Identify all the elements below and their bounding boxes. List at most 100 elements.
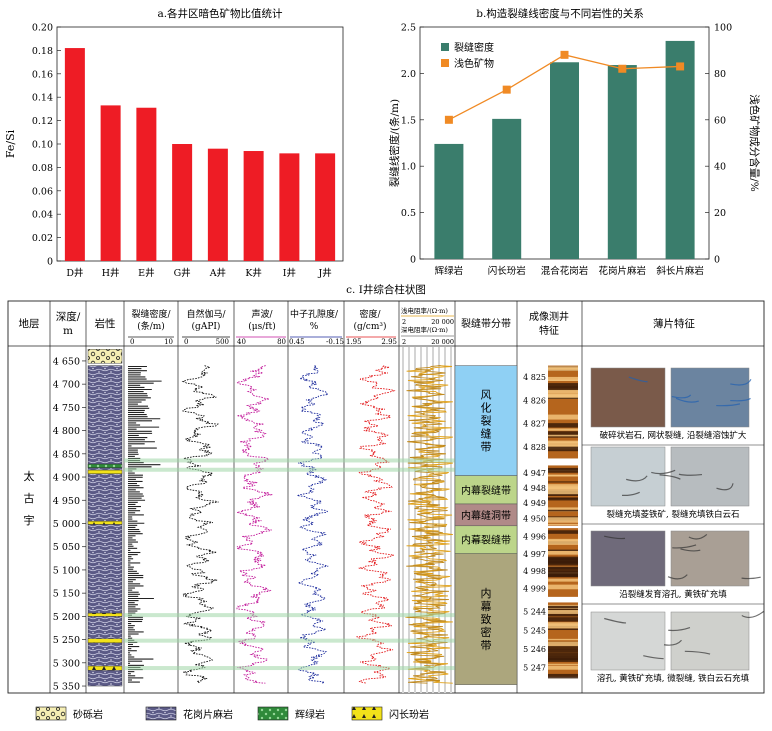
thin-section-photo: [590, 530, 666, 587]
thin-section-fracture: [688, 533, 708, 540]
scale-ac-min: 40: [237, 338, 246, 346]
image-log-stripe: [548, 467, 578, 470]
lithology-interval: [87, 638, 123, 644]
chart-a-ytick-label: 0.08: [32, 163, 53, 174]
thin-section-caption: 裂缝充填菱铁矿, 裂缝充填铁白云石: [607, 509, 740, 520]
header-gr-2: (gAPI): [192, 321, 221, 332]
header-thin-section: 薄片特征: [653, 317, 695, 330]
chart-a-xtick-label: A井: [209, 267, 226, 279]
chart-b-y-axis: 0 0.5 1.0 1.5 2.0 2.5: [401, 23, 424, 266]
scale-cnl-max: -0.15: [326, 338, 344, 346]
chart-b-ylabel: 裂缝线密度/(条/m): [388, 99, 401, 187]
chart-a-ytick-label: 0.04: [32, 210, 53, 221]
zone-block: [454, 553, 518, 685]
thin-section-fracture: [659, 474, 681, 480]
thin-section-caption: 溶孔, 黄铁矿充填, 微裂缝, 铁白云石充填: [597, 673, 750, 684]
chart-a-ylabel: Fe/Si: [4, 129, 17, 158]
chart-a-bar: [172, 144, 193, 261]
zone-label-char: 化: [481, 401, 492, 415]
legend-label-light-minerals: 浅色矿物: [454, 57, 494, 70]
image-log-depth-label: 4 998: [523, 567, 546, 576]
chart-a-frame: [56, 26, 344, 262]
legend-swatch-lamprophyre: [351, 706, 383, 721]
chart-b-xtick-label: 混合花岗岩: [541, 265, 589, 277]
zone-label-char: 幕: [481, 599, 492, 613]
depth-tick-label: 5 150: [53, 589, 80, 600]
depth-tick-label: 4 850: [53, 449, 80, 460]
track-scales: 0 10 0 500 40 80 0.45 -0.15 1.95 2.95 2 …: [128, 315, 454, 346]
image-log-stripe: [548, 605, 578, 609]
image-log-stripe: [548, 517, 578, 522]
image-log-depth-label: 4 948: [523, 484, 546, 493]
den-curve: [356, 365, 396, 684]
thin-section-fracture: [671, 394, 692, 399]
image-log-stripe: [548, 550, 578, 555]
chart-b-y2tick-label: 0: [714, 255, 720, 266]
zone-label-char: 风: [481, 389, 492, 402]
header-den-1: 密度/: [359, 308, 381, 320]
image-log-depth-label: 4 826: [523, 396, 546, 405]
chart-b-ytick-label: 2.5: [401, 23, 416, 34]
zone-label-char: 带: [481, 441, 492, 454]
thin-section-photo: [670, 611, 750, 671]
zone-block: [454, 525, 518, 554]
chart-a-xtick-label: I井: [283, 267, 296, 279]
highlight-band: [124, 458, 455, 463]
image-log-stripe: [548, 530, 578, 534]
image-log-stripe: [548, 617, 578, 622]
image-log-depth-label: 4 950: [523, 514, 546, 523]
chart-b-xtick-label: 闪长玢岩: [488, 265, 526, 277]
highlight-bands: [124, 458, 455, 671]
highlight-band: [124, 467, 455, 472]
image-log-depth-label: 5 247: [523, 663, 546, 672]
lithology-interval: [87, 520, 123, 525]
thin-section-fracture: [716, 483, 734, 491]
chart-b-line-point: [444, 115, 453, 124]
header-den-2: (g/cm³): [354, 321, 387, 332]
scale-den-max: 2.95: [381, 338, 397, 346]
image-log-stripe: [548, 607, 578, 612]
image-log-stripe: [548, 389, 578, 394]
chart-a-bars: [64, 48, 336, 262]
zone-label: 内幕缝洞带: [461, 509, 511, 522]
chart-b-ytick-label: 1.0: [401, 162, 416, 173]
stratum-char-2: 古: [24, 492, 35, 505]
image-log-stripe: [548, 645, 578, 650]
header-ac-1: 声波/: [251, 308, 273, 320]
chart-b-line-point: [502, 85, 511, 94]
image-log-stripe: [548, 469, 578, 473]
depth-tick-label: 4 800: [53, 426, 80, 437]
thin-section-photo: [590, 611, 666, 671]
chart-a-bar: [279, 153, 300, 261]
header-lithology: 岩性: [95, 317, 116, 330]
thin-section-photo: [590, 446, 666, 507]
image-log-stripe: [548, 386, 578, 391]
chart-a-xtick-label: D井: [66, 267, 83, 279]
lithology-interval: [87, 365, 123, 687]
chart-b-bars: [434, 40, 695, 259]
image-log-depth-label: 4 999: [523, 584, 546, 593]
chart-a-ytick-label: 0.06: [32, 186, 53, 197]
chart-a-bar: [136, 107, 157, 261]
image-log-depth-label: 4 947: [523, 469, 546, 478]
depth-tick-label: 5 250: [53, 635, 80, 646]
header-gr-1: 自然伽马/: [186, 308, 226, 320]
thin-section-fracture: [604, 617, 627, 624]
thin-section-fracture: [628, 376, 648, 383]
chart-b-y2tick-label: 60: [714, 115, 726, 126]
image-log-stripe: [548, 628, 578, 631]
zone-label-char: 密: [481, 625, 492, 639]
image-log-stripe: [548, 507, 578, 510]
chart-b-y2-axis: 0 20 40 60 80 100: [705, 23, 732, 266]
depth-tick-label: 5 200: [53, 612, 80, 623]
image-log-stripe: [548, 397, 578, 399]
chart-b-xtick-label: 辉绿岩: [435, 265, 464, 277]
chart-b-legend: 裂缝密度 浅色矿物: [441, 41, 494, 70]
image-log-stripe: [548, 519, 578, 523]
chart-b-ytick-label: 2.0: [401, 69, 416, 80]
legend-swatch-density: [441, 43, 449, 51]
image-log-stripe: [548, 653, 578, 658]
thin-section-fracture: [678, 473, 703, 476]
image-log-stripe: [548, 431, 578, 434]
image-log-stripe: [548, 474, 578, 477]
